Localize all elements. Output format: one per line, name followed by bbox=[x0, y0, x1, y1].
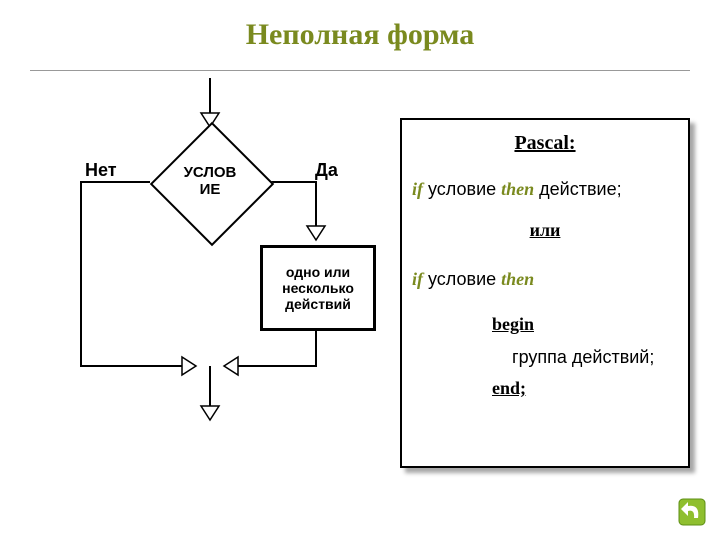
return-button[interactable] bbox=[678, 498, 706, 526]
code-line: begin bbox=[412, 314, 678, 335]
edge-label-yes: Да bbox=[315, 160, 338, 181]
edge-label-no: Нет bbox=[85, 160, 117, 181]
code-line: if условие then действие; bbox=[412, 179, 678, 200]
decision-node-label: УСЛОВ ИЕ bbox=[160, 164, 260, 199]
return-arrow-icon bbox=[678, 498, 706, 526]
code-line: end; bbox=[412, 378, 678, 399]
code-line: if условие then bbox=[412, 269, 678, 290]
action-node: одно или несколько действий bbox=[260, 245, 376, 331]
code-line: или bbox=[412, 220, 678, 241]
code-panel: Pascal: if условие then действие; или if ус… bbox=[400, 118, 690, 468]
code-line: группа действий; bbox=[412, 347, 678, 368]
code-panel-title: Pascal: bbox=[412, 132, 678, 155]
